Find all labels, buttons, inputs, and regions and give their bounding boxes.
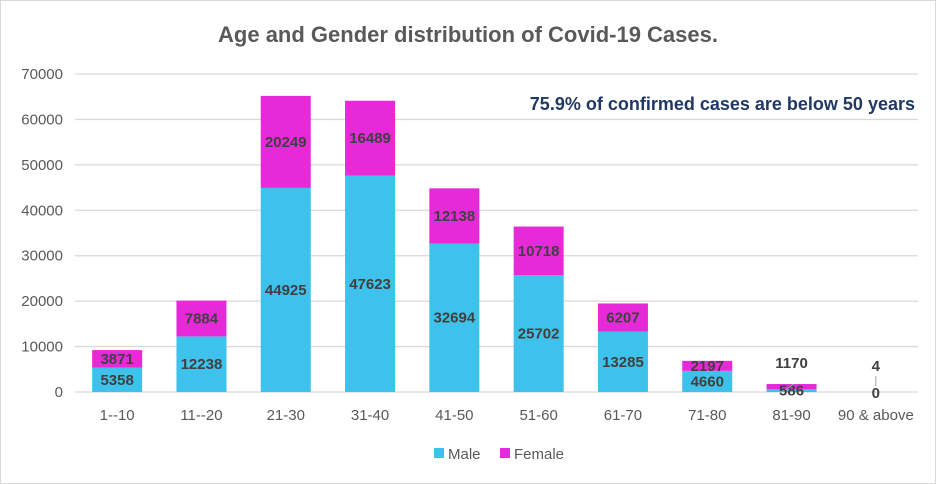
bar-male (513, 275, 564, 392)
y-tick-label: 20000 (21, 293, 63, 310)
data-label-female: 4 (872, 358, 881, 375)
data-label-female: 7884 (185, 310, 219, 327)
leader-line (785, 383, 794, 391)
data-label-female: 12138 (433, 208, 475, 225)
bar-male (176, 336, 227, 392)
data-label-female: 10718 (518, 243, 560, 260)
x-tick-label: 81-90 (772, 407, 810, 424)
x-tick-label: 61-70 (604, 407, 642, 424)
bar-female (597, 303, 648, 332)
x-tick-label: 11--20 (180, 407, 222, 424)
bar-female (429, 188, 480, 244)
chart-title: Age and Gender distribution of Covid-19 … (218, 22, 718, 47)
y-tick-label: 10000 (21, 339, 63, 356)
data-label-female: 16489 (349, 130, 391, 147)
legend-label-female: Female (514, 446, 564, 463)
data-label-male: 32694 (433, 310, 475, 327)
data-label-male: 47623 (349, 276, 391, 293)
y-tick-label: 70000 (21, 66, 63, 83)
y-tick-label: 50000 (21, 157, 63, 174)
data-label-female: 3871 (100, 351, 133, 368)
data-label-male: 5358 (100, 372, 133, 389)
data-label-female: 2197 (691, 358, 724, 375)
data-label-female: 1170 (775, 355, 808, 372)
data-label-male: 13285 (602, 354, 644, 371)
x-tick-label: 1--10 (100, 407, 135, 424)
bar-female (766, 384, 817, 390)
bar-male (597, 331, 648, 392)
data-label-male: 4660 (691, 373, 724, 390)
bar-female (92, 350, 143, 368)
y-tick-label: 60000 (21, 111, 63, 128)
x-tick-label: 41-50 (435, 407, 473, 424)
x-tick-label: 21-30 (267, 407, 305, 424)
data-label-female: 20249 (265, 134, 307, 151)
bar-female (260, 95, 311, 188)
bar-male (682, 370, 733, 392)
data-label-male: 44925 (265, 282, 307, 299)
x-tick-label: 31-40 (351, 407, 389, 424)
legend-swatch-male (434, 448, 444, 458)
x-tick-label: 71-80 (688, 407, 726, 424)
data-label-male: 0 (872, 385, 880, 402)
bar-female (682, 360, 733, 371)
bar-female (513, 226, 564, 276)
bar-male (429, 243, 480, 392)
bar-male (766, 389, 817, 392)
bar-female (176, 300, 227, 337)
bar-male (345, 175, 396, 392)
data-label-male: 586 (779, 383, 804, 400)
bar-female (345, 100, 396, 176)
x-tick-label: 51-60 (519, 407, 557, 424)
data-label-male: 12238 (181, 356, 223, 373)
data-label-male: 25702 (518, 326, 560, 343)
bar-male (260, 187, 311, 392)
y-tick-label: 40000 (21, 202, 63, 219)
y-tick-label: 0 (55, 384, 63, 401)
bar-male (92, 367, 143, 392)
y-tick-label: 30000 (21, 248, 63, 265)
chart-annotation: 75.9% of confirmed cases are below 50 ye… (530, 94, 915, 114)
x-tick-label: 90 & above (838, 407, 914, 424)
legend-swatch-female (500, 448, 510, 458)
legend-label-male: Male (448, 446, 481, 463)
data-label-female: 6207 (606, 310, 639, 327)
